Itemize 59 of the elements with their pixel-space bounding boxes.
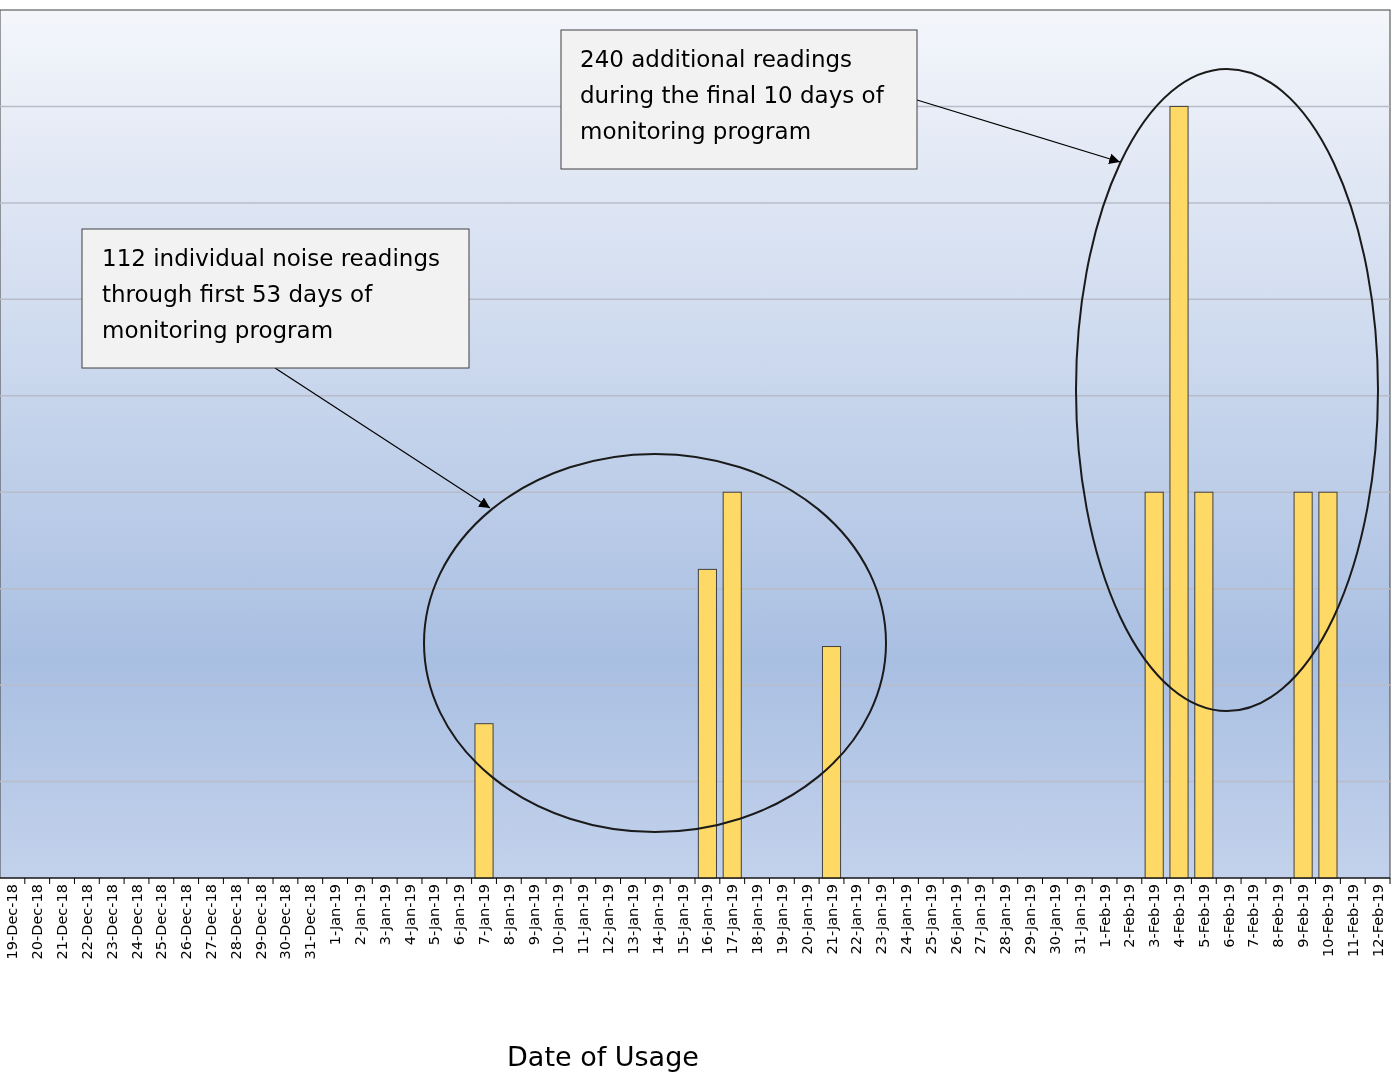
x-tick-label: 6-Jan-19 [451, 884, 468, 946]
annotation: 240 additional readings during the final 10 days of monitoring program [580, 46, 885, 144]
annotation: 112 individual noise readings through first 53 days of monitoring program [102, 245, 440, 343]
x-tick-label: 20-Dec-18 [29, 884, 46, 960]
x-tick-label: 18-Jan-19 [749, 884, 766, 955]
x-tick-label: 12-Feb-19 [1369, 884, 1386, 958]
x-tick-label: 4-Feb-19 [1171, 884, 1188, 948]
x-tick-label: 24-Dec-18 [128, 884, 145, 960]
x-tick-label: 23-Jan-19 [873, 884, 890, 955]
x-tick-label: 5-Jan-19 [426, 884, 443, 946]
x-tick-label: 7-Jan-19 [476, 884, 493, 946]
x-tick-label: 11-Feb-19 [1344, 884, 1361, 958]
x-tick-label: 29-Dec-18 [252, 884, 269, 960]
x-tick-label: 1-Feb-19 [1096, 884, 1113, 948]
x-tick-label: 13-Jan-19 [624, 884, 641, 955]
x-tick-label: 28-Dec-18 [227, 884, 244, 960]
x-tick-label: 23-Dec-18 [103, 884, 120, 960]
x-tick-label: 11-Jan-19 [575, 884, 592, 955]
x-tick-label: 9-Jan-19 [525, 884, 542, 946]
x-tick-label: 30-Jan-19 [1046, 884, 1063, 955]
x-tick-label: 27-Dec-18 [202, 884, 219, 960]
x-tick-label: 26-Dec-18 [178, 884, 195, 960]
x-tick-label: 4-Jan-19 [401, 884, 418, 946]
x-tick-label: 22-Jan-19 [848, 884, 865, 955]
x-tick-label: 16-Jan-19 [699, 884, 716, 955]
x-tick-label: 28-Jan-19 [997, 884, 1014, 955]
x-tick-label: 21-Jan-19 [823, 884, 840, 955]
x-tick-label: 2-Jan-19 [351, 884, 368, 946]
x-axis-title: Date of Usage [507, 1041, 699, 1072]
x-tick-label: 31-Jan-19 [1071, 884, 1088, 955]
x-tick-label: 3-Jan-19 [376, 884, 393, 946]
x-tick-label: 21-Dec-18 [54, 884, 71, 960]
x-tick-label: 8-Feb-19 [1270, 884, 1287, 948]
x-tick-label: 2-Feb-19 [1121, 884, 1138, 948]
x-tick-label: 26-Jan-19 [947, 884, 964, 955]
x-tick-label: 15-Jan-19 [674, 884, 691, 955]
x-tick-label: 3-Feb-19 [1146, 884, 1163, 948]
x-tick-label: 6-Feb-19 [1220, 884, 1237, 948]
x-tick-label: 25-Dec-18 [153, 884, 170, 960]
x-tick-label: 20-Jan-19 [798, 884, 815, 955]
x-tick-label: 25-Jan-19 [922, 884, 939, 955]
x-tick-label: 9-Feb-19 [1295, 884, 1312, 948]
x-tick-label: 1-Jan-19 [327, 884, 344, 946]
x-tick-label: 5-Feb-19 [1195, 884, 1212, 948]
x-tick-label: 24-Jan-19 [897, 884, 914, 955]
x-tick-label: 29-Jan-19 [1022, 884, 1039, 955]
x-tick-label: 19-Jan-19 [773, 884, 790, 955]
x-tick-label: 10-Feb-19 [1319, 884, 1336, 958]
x-tick-label: 8-Jan-19 [500, 884, 517, 946]
x-tick-label: 17-Jan-19 [724, 884, 741, 955]
x-tick-label: 22-Dec-18 [78, 884, 95, 960]
x-tick-label: 14-Jan-19 [649, 884, 666, 955]
x-tick-label: 7-Feb-19 [1245, 884, 1262, 948]
x-tick-label: 10-Jan-19 [550, 884, 567, 955]
x-tick-label: 31-Dec-18 [302, 884, 319, 960]
x-tick-label: 27-Jan-19 [972, 884, 989, 955]
x-tick-label: 12-Jan-19 [600, 884, 617, 955]
x-tick-label: 30-Dec-18 [277, 884, 294, 960]
x-tick-label: 19-Dec-18 [4, 884, 21, 960]
